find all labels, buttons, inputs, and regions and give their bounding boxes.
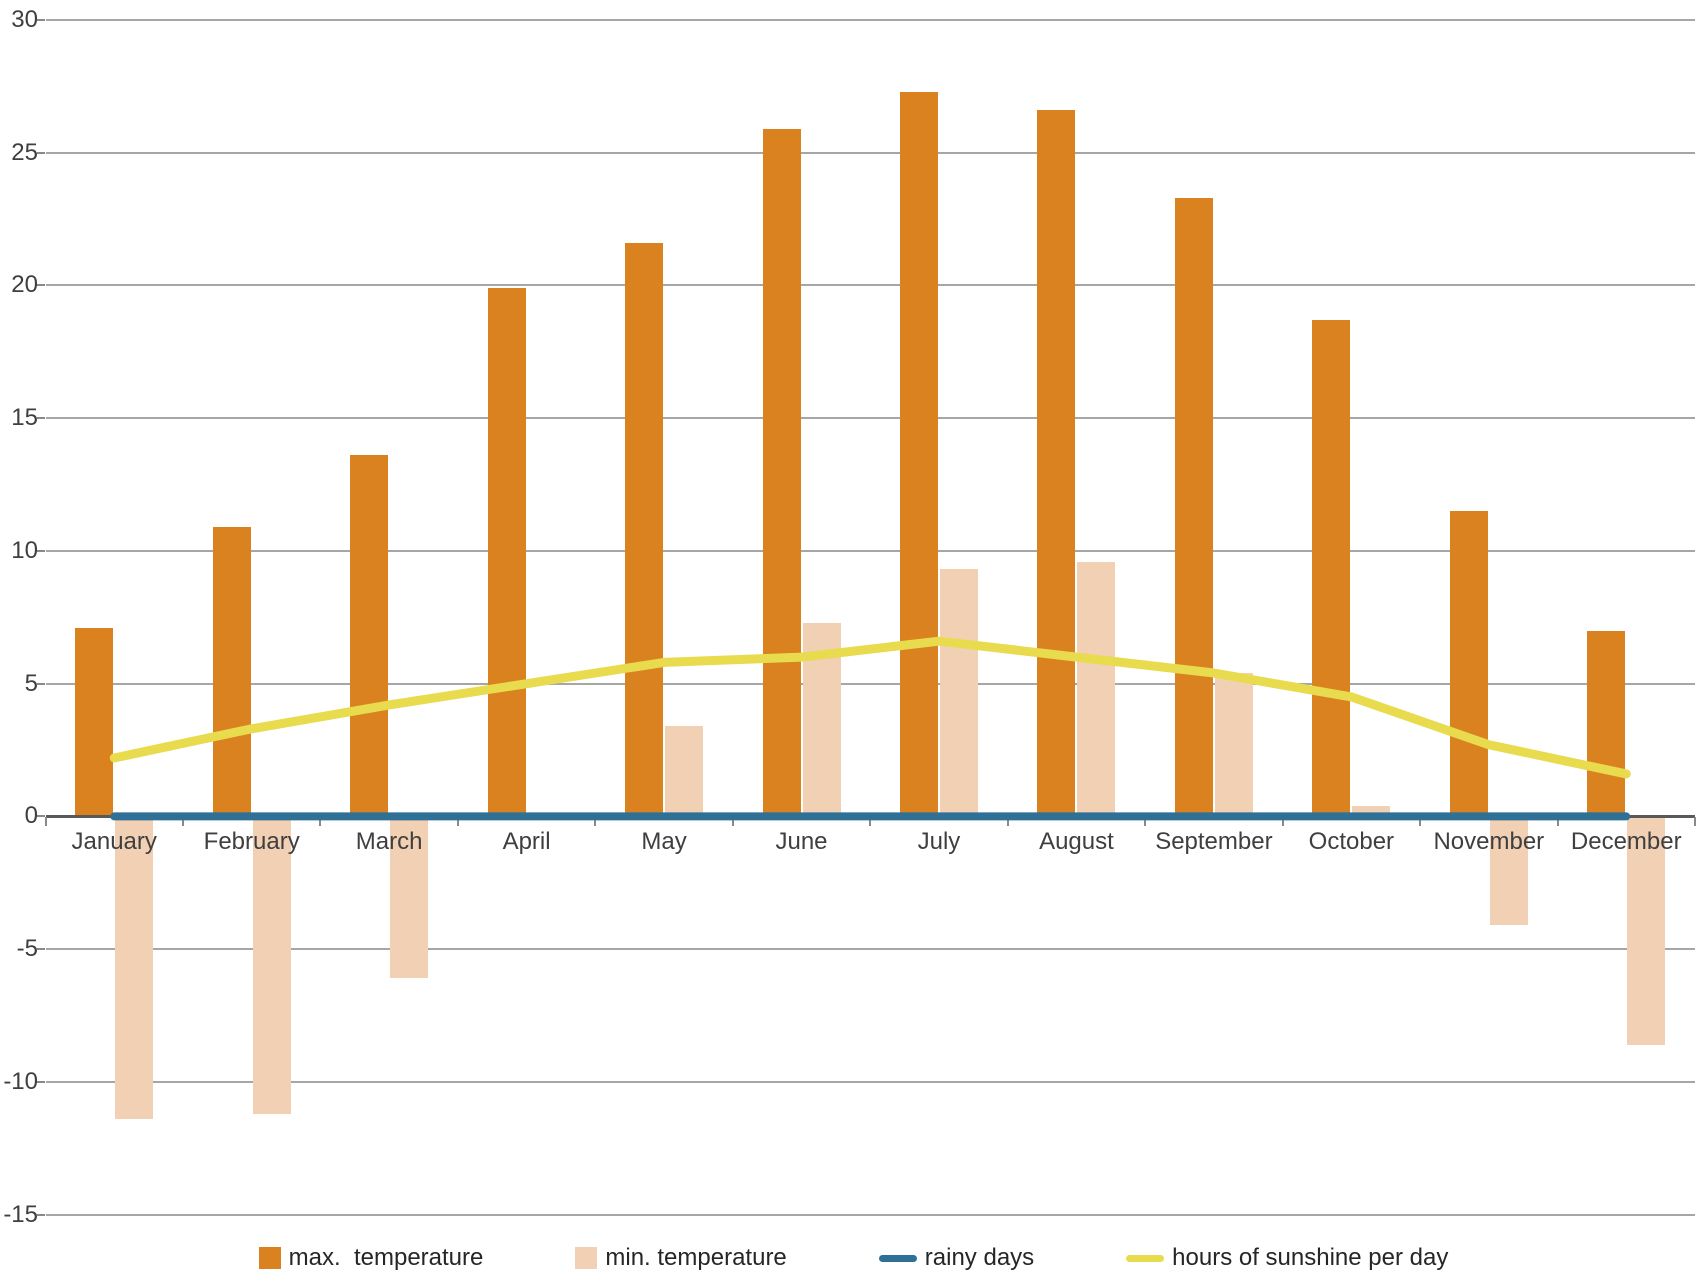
x-axis-tick xyxy=(594,817,597,827)
x-axis-month-label: February xyxy=(203,828,300,855)
legend-item-hours-of-sunshine-per-day: hours of sunshine per day xyxy=(1126,1244,1448,1272)
max-temperature-bar xyxy=(1174,197,1213,817)
y-axis-tick xyxy=(36,18,45,21)
y-axis-tick-label: 15 xyxy=(11,404,38,432)
x-axis-tick xyxy=(1694,817,1696,827)
legend-square-swatch xyxy=(258,1247,281,1269)
y-axis-tick xyxy=(36,417,45,420)
min-temperature-bar xyxy=(1077,561,1116,817)
min-temperature-bar xyxy=(665,726,704,817)
y-gridline xyxy=(45,1080,1695,1083)
max-temperature-bar xyxy=(625,242,664,817)
min-temperature-bar xyxy=(390,816,429,979)
legend-square-swatch xyxy=(575,1247,598,1269)
y-axis-tick-label: 20 xyxy=(11,271,38,299)
sunshine-line xyxy=(109,636,1631,779)
x-axis-month-label: March xyxy=(355,828,423,855)
legend-line-swatch xyxy=(1126,1254,1165,1262)
min-temperature-bar xyxy=(115,816,154,1120)
max-temperature-bar xyxy=(1587,630,1626,817)
max-temperature-bar xyxy=(212,527,251,817)
legend-item-max-temperature: max. temperature xyxy=(258,1244,484,1272)
legend-item-min-temperature: min. temperature xyxy=(575,1244,787,1272)
x-axis-month-label: September xyxy=(1155,828,1273,855)
x-axis-tick xyxy=(1281,817,1284,827)
x-axis-month-label: April xyxy=(502,828,551,855)
chart-legend: max. temperature min. temperature rainy da… xyxy=(0,1244,1707,1272)
legend-line-swatch xyxy=(878,1254,917,1262)
x-axis-tick xyxy=(319,817,322,827)
x-axis-tick xyxy=(181,817,184,827)
y-axis-tick xyxy=(36,948,45,951)
max-temperature-bar xyxy=(899,91,938,817)
x-axis-month-label: October xyxy=(1308,828,1395,855)
y-axis-tick xyxy=(36,1213,45,1216)
y-axis-tick-label: 5 xyxy=(24,669,38,697)
x-axis-tick xyxy=(44,817,47,827)
max-temperature-bar xyxy=(762,128,801,817)
x-axis-tick xyxy=(1556,817,1559,827)
x-axis-tick xyxy=(869,817,872,827)
legend-label: hours of sunshine per day xyxy=(1172,1244,1449,1271)
y-gridline xyxy=(45,549,1695,552)
x-axis-tick xyxy=(1144,817,1147,827)
min-temperature-bar xyxy=(1627,816,1666,1045)
max-temperature-bar xyxy=(1037,110,1076,817)
y-axis-tick-label: -5 xyxy=(16,935,38,963)
x-axis-month-label: January xyxy=(71,828,157,855)
y-axis-tick xyxy=(36,682,45,685)
min-temperature-bar xyxy=(939,569,978,817)
y-axis-tick xyxy=(36,815,45,818)
x-axis-tick xyxy=(731,817,734,827)
x-axis-month-label: November xyxy=(1433,828,1545,855)
x-axis-tick xyxy=(456,817,459,827)
x-axis-tick xyxy=(1419,817,1422,827)
min-temperature-bar xyxy=(1214,673,1253,817)
x-axis-month-label: August xyxy=(1039,828,1114,855)
x-axis-tick xyxy=(1006,817,1009,827)
min-temperature-bar xyxy=(252,816,291,1114)
min-temperature-bar xyxy=(1489,816,1528,926)
y-axis-tick-label: 10 xyxy=(11,536,38,564)
y-axis-tick-label: 30 xyxy=(11,5,38,33)
y-axis-tick xyxy=(36,284,45,287)
y-gridline xyxy=(45,682,1695,685)
y-axis-tick xyxy=(36,1080,45,1083)
x-axis-month-label: June xyxy=(775,828,828,855)
legend-label: rainy days xyxy=(924,1244,1035,1271)
y-axis-tick xyxy=(36,151,45,154)
x-axis-month-label: July xyxy=(917,828,961,855)
y-axis-tick-label: -15 xyxy=(3,1200,38,1228)
y-axis-tick-label: 0 xyxy=(24,802,38,830)
x-axis-month-label: May xyxy=(641,828,687,855)
min-temperature-bar xyxy=(1352,805,1391,817)
max-temperature-bar xyxy=(1312,319,1351,817)
y-gridline xyxy=(45,18,1695,21)
y-axis-tick-label: -10 xyxy=(3,1067,38,1095)
x-axis-month-label: December xyxy=(1570,828,1682,855)
max-temperature-bar xyxy=(1449,511,1488,817)
legend-label: min. temperature xyxy=(605,1244,787,1271)
y-gridline xyxy=(45,417,1695,420)
y-gridline xyxy=(45,284,1695,287)
y-gridline xyxy=(45,1213,1695,1216)
max-temperature-bar xyxy=(350,455,389,817)
legend-label: max. temperature xyxy=(288,1244,484,1271)
y-gridline xyxy=(45,948,1695,951)
y-gridline xyxy=(45,151,1695,154)
legend-item-rainy-days: rainy days xyxy=(878,1244,1035,1272)
max-temperature-bar xyxy=(487,288,526,817)
y-axis-tick xyxy=(36,549,45,552)
max-temperature-bar xyxy=(75,627,114,817)
y-axis-tick-label: 25 xyxy=(11,138,38,166)
